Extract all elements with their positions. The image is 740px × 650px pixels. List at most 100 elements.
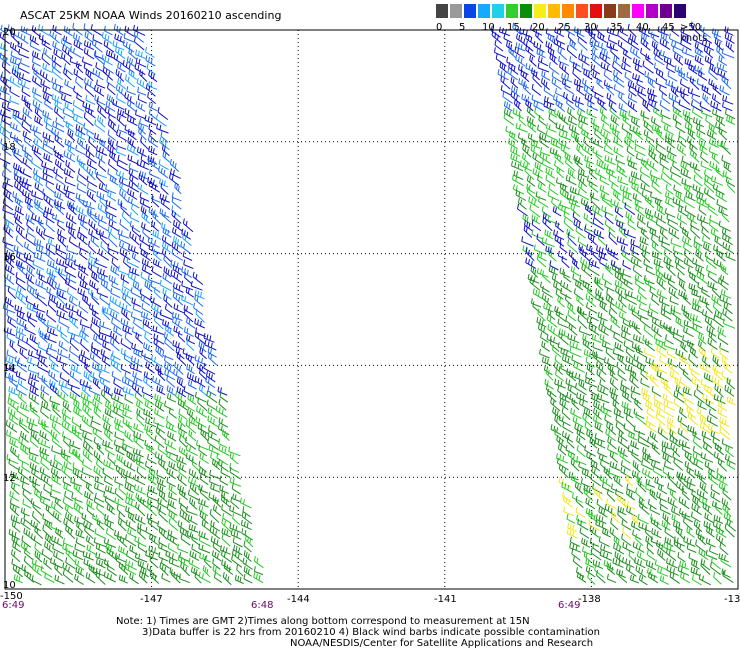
map-border xyxy=(4,29,739,590)
wind-barb xyxy=(122,469,135,480)
wind-barb xyxy=(713,514,724,524)
wind-barb xyxy=(0,109,12,119)
wind-barb xyxy=(703,187,716,201)
wind-barb xyxy=(713,258,726,270)
wind-barb xyxy=(628,85,637,97)
wind-barb xyxy=(183,326,194,337)
wind-barb xyxy=(699,481,709,494)
wind-barb xyxy=(662,393,673,404)
wind-barb xyxy=(104,428,113,442)
wind-barb xyxy=(49,272,58,285)
wind-barb xyxy=(14,181,25,195)
wind-barb xyxy=(45,504,54,517)
wind-barb xyxy=(1,170,11,181)
wind-barb xyxy=(599,52,611,66)
wind-barb xyxy=(10,50,21,60)
wind-barb xyxy=(65,160,76,173)
wind-barb xyxy=(83,47,95,60)
wind-barb xyxy=(576,456,587,466)
wind-barb xyxy=(621,324,631,336)
y-tick-label: 18 xyxy=(3,142,16,153)
wind-barb xyxy=(118,574,128,584)
wind-barb xyxy=(722,101,733,112)
wind-barb xyxy=(72,462,82,473)
wind-barb xyxy=(41,422,52,434)
wind-barb xyxy=(109,337,120,352)
wind-barb xyxy=(34,202,46,216)
wind-barb xyxy=(37,361,49,373)
wind-barb xyxy=(638,521,651,533)
wind-barb xyxy=(77,271,88,285)
wind-barb xyxy=(539,136,550,149)
wind-barb xyxy=(610,198,623,210)
wind-barb xyxy=(154,408,165,419)
wind-barb xyxy=(683,536,696,547)
wind-barb xyxy=(39,69,51,83)
wind-barb xyxy=(532,168,543,179)
wind-barb xyxy=(645,212,657,224)
wind-barb xyxy=(53,199,66,210)
wind-barb xyxy=(631,520,641,532)
wind-barb xyxy=(144,115,157,126)
wind-barb xyxy=(156,477,166,488)
wind-barb xyxy=(594,438,606,449)
wind-barb xyxy=(701,227,711,240)
wind-barb xyxy=(101,54,113,66)
wind-barb xyxy=(52,82,64,96)
wind-barb xyxy=(595,519,608,531)
wind-barb xyxy=(617,160,626,173)
wind-barb xyxy=(180,533,191,546)
wind-barb xyxy=(629,375,639,389)
wind-barb xyxy=(211,550,222,562)
wind-barb xyxy=(710,491,721,503)
wind-barb xyxy=(676,213,688,225)
wind-barb xyxy=(541,77,550,91)
wind-barb xyxy=(185,352,195,366)
wind-barb xyxy=(119,181,128,194)
legend-swatch xyxy=(506,4,518,18)
wind-barb xyxy=(139,197,151,209)
wind-barb xyxy=(210,520,220,532)
wind-barb xyxy=(559,392,570,403)
wind-barb xyxy=(11,482,20,495)
wind-barb xyxy=(724,384,735,397)
wind-barb xyxy=(584,203,594,216)
wind-barb xyxy=(31,575,42,586)
wind-barb xyxy=(136,146,147,158)
wind-barb xyxy=(1,71,10,82)
wind-barb xyxy=(613,136,624,148)
wind-barb xyxy=(615,286,626,300)
wind-barb xyxy=(566,368,577,382)
wind-barb xyxy=(594,421,604,433)
wind-barb xyxy=(159,178,169,188)
wind-barb xyxy=(16,262,27,276)
wind-barb xyxy=(597,311,608,322)
wind-barb xyxy=(64,176,76,187)
wind-barb xyxy=(524,165,535,181)
wind-barb xyxy=(620,384,630,396)
wind-barb xyxy=(106,94,115,105)
wind-barb xyxy=(559,182,569,194)
wind-barb xyxy=(9,76,21,88)
wind-barb xyxy=(75,124,86,136)
wind-barb xyxy=(545,40,555,52)
wind-barb xyxy=(612,61,623,75)
wind-barb xyxy=(600,405,612,418)
wind-barb xyxy=(37,372,48,383)
wind-barb xyxy=(43,193,54,208)
wind-barb xyxy=(704,315,716,330)
wind-barb xyxy=(701,430,712,441)
wind-barb xyxy=(571,548,581,561)
wind-barb xyxy=(75,529,85,539)
wind-barb xyxy=(42,143,53,156)
wind-barb xyxy=(649,227,659,238)
wind-barb xyxy=(649,488,658,501)
wind-barb xyxy=(20,475,30,486)
wind-barb xyxy=(98,327,112,338)
wind-barb xyxy=(181,294,194,306)
wind-barb xyxy=(69,370,80,383)
wind-barb xyxy=(50,362,60,373)
wind-barb xyxy=(724,523,735,538)
wind-barb xyxy=(176,386,187,398)
wind-barb xyxy=(197,423,209,434)
